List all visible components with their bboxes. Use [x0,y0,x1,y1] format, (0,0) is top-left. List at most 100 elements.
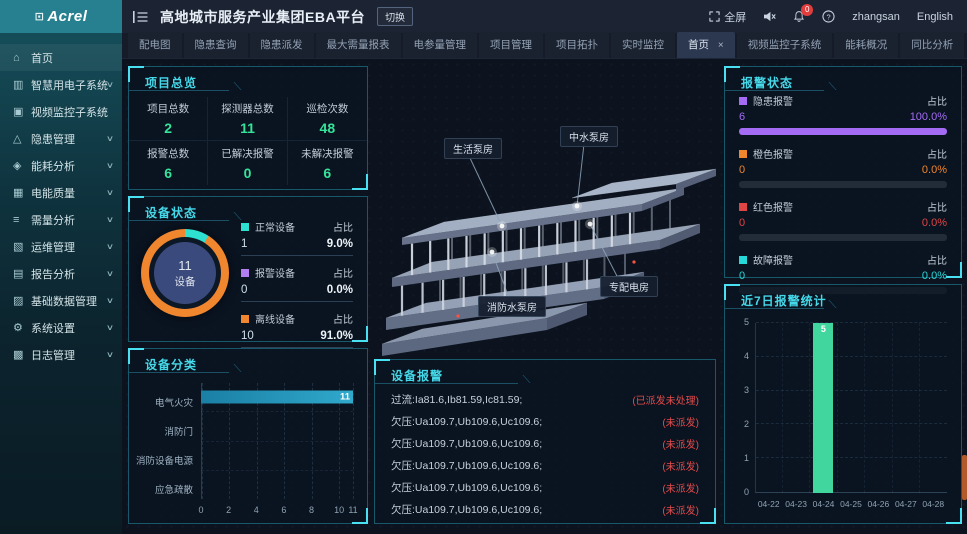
alarm-row[interactable]: 欠压:Ua109.7,Ub109.6,Uc109.6; (未派发) [391,454,699,476]
switch-project-button[interactable]: 切换 [377,7,414,26]
x-tick: 4 [253,505,259,515]
y-tick: 1 [743,453,749,463]
user-menu[interactable]: zhangsan [852,10,900,23]
stat-label: 项目总数 [147,103,190,115]
database-icon: ▨ [13,295,24,307]
panel-alarm-week: 近7日报警统计 0 1 2 3 4 5 0 0 5 0 0 [724,284,962,524]
x-tick: 8 [309,505,315,515]
panel-header-line [129,220,229,221]
legend-percent: 91.0% [320,330,353,342]
legend-swatch [739,255,747,264]
chevron-down-icon: ∨ [105,188,115,197]
alarm-row[interactable]: 欠压:Ua109.7,Ub109.6,Uc109.6; (未派发) [391,476,699,498]
tab-project-mgmt[interactable]: 项目管理 [479,32,543,58]
alarm-status-row-0: 隐患报警 占比 6 100.0% [739,93,947,135]
panel-title: 报警状态 [741,76,794,90]
alarm-row[interactable]: 欠压:Ua109.7,Ub109.6,Uc109.6; (未派发) [391,498,699,520]
alarm-type-label: 红色报警 [753,203,793,214]
sidebar-item-demand-analysis[interactable]: ≡ 需量分析 ∨ [0,206,122,233]
sidebar-item-ops-mgmt[interactable]: ▧ 运维管理 ∨ [0,233,122,260]
sidebar-item-report-analysis[interactable]: ▤ 报告分析 ∨ [0,260,122,287]
room-marker-reclaimed-water-pump[interactable]: 中水泵房 [560,126,618,147]
tab-distribution-map[interactable]: 配电图 [128,32,182,58]
tab-hazard-query[interactable]: 隐患查询 [183,32,248,58]
alarm-status: (未派发) [662,505,699,517]
sidebar-item-home[interactable]: ⌂ 首页 [0,44,122,71]
tab-yoy-analysis[interactable]: 同比分析 [900,32,965,58]
tab-label: 视频监控子系统 [747,39,822,51]
top-header: 高地城市服务产业集团EBA平台 切换 全屏 0 [122,0,967,33]
fullscreen-button[interactable]: 全屏 [709,9,746,25]
legend-swatch [739,149,747,158]
sidebar-item-label: 电能质量 [31,187,75,200]
alarm-text: 欠压:Ua109.7,Ub109.6,Uc109.6; [391,503,543,516]
ratio-label: 占比 [333,315,353,326]
room-marker-life-pump[interactable]: 生活泵房 [444,138,502,159]
alarm-type-label: 故障报警 [753,256,793,267]
bar-row: 0 [201,442,353,471]
panel-title: 设备状态 [145,206,198,220]
room-marker-power-distribution[interactable]: 专配电房 [600,276,658,297]
room-marker-fire-pump[interactable]: 消防水泵房 [478,296,546,317]
chevron-down-icon: ∨ [105,215,115,224]
tab-eparam-mgmt[interactable]: 电参量管理 [402,32,477,58]
sidebar-item-smart-power[interactable]: ▥ 智慧用电子系统 ∨ [0,71,122,98]
power-quality-icon: ▦ [13,187,24,199]
sidebar-item-energy-analysis[interactable]: ◈ 能耗分析 ∨ [0,152,122,179]
sidebar-item-hazard-mgmt[interactable]: △ 隐患管理 ∨ [0,125,122,152]
sidebar-item-power-quality[interactable]: ▦ 电能质量 ∨ [0,179,122,206]
fullscreen-icon [709,11,720,22]
panel-device-category: 设备分类 电气火灾 消防门 消防设备电源 应急疏散 11 0 0 0 0 [128,348,368,524]
warning-triangle-icon: △ [13,133,22,145]
mute-button[interactable] [763,11,776,22]
tab-max-demand-report[interactable]: 最大需量报表 [315,32,401,58]
panel-device-status: 设备状态 11 设备 正常设备 占比 1 9.0% 报警设备 占比 0 0.0% [128,196,368,348]
tab-label: 能耗概况 [845,39,888,51]
close-icon[interactable]: × [717,40,724,51]
alarm-row[interactable]: 过流:Ia81.6,Ib81.59,Ic81.59; (已派发未处理) [391,388,699,410]
alarm-text: 欠压:Ua109.7,Ub109.6,Uc109.6; [391,415,543,428]
building-3d-graphic [381,143,717,356]
tab-video-subsystem[interactable]: 视频监控子系统 [736,32,833,58]
panel-alarm-status: 报警状态 隐患报警 占比 6 100.0% 橙色报警 占比 0 0.0% 红色报警 占比 … [724,66,962,294]
notifications-button[interactable]: 0 [793,4,814,23]
gear-icon: ⚙ [13,322,23,334]
tab-energy-overview[interactable]: 能耗概况 [834,32,899,58]
legend-swatch [739,96,747,105]
sidebar-item-log-mgmt[interactable]: ▩ 日志管理 ∨ [0,341,122,368]
sidebar-item-label: 需量分析 [31,214,75,227]
tab-home[interactable]: 首页 × [677,32,735,58]
panel-header-line [129,372,229,373]
tab-hazard-dispatch[interactable]: 隐患派发 [249,32,314,58]
tab-label: 隐患派发 [260,39,303,51]
collapse-sidebar-icon[interactable] [132,10,148,24]
alarm-status: (未派发) [662,417,699,429]
alarm-count: 6 [739,111,746,123]
legend-row-normal: 正常设备 占比 1 9.0% [241,219,353,256]
stat-value: 6 [323,164,332,181]
chevron-down-icon: ∨ [105,269,115,278]
sidebar-item-video-monitor[interactable]: ▣ 视频监控子系统 [0,98,122,125]
ratio-label: 占比 [927,256,947,267]
alarm-count: 0 [739,164,746,176]
tab-project-topology[interactable]: 项目拓扑 [545,32,609,58]
x-tick: 04-28 [922,499,945,509]
sidebar-item-label: 首页 [31,52,53,65]
language-switch[interactable]: English [916,10,953,23]
tab-realtime-monitor[interactable]: 实时监控 [611,32,675,58]
header-actions: 全屏 0 ? zhangsan [709,4,953,25]
chevron-down-icon: ∨ [105,242,115,251]
category-x-axis: 0 2 4 6 8 10 11 [198,505,357,517]
help-button[interactable]: ? [822,10,835,23]
alarm-row[interactable]: 欠压:Ua109.7,Ub109.6,Uc109.6; (未派发) [391,410,699,432]
scrollbar-thumb[interactable] [962,455,967,500]
legend-swatch [739,202,747,211]
bar-slot: 5 [809,323,837,493]
week-chart: 0 1 2 3 4 5 0 0 5 0 0 0 0 [744,317,947,497]
alarm-row[interactable]: 欠压:Ua109.7,Ub109.6,Uc109.6; (未派发) [391,432,699,454]
sidebar-item-base-data[interactable]: ▨ 基础数据管理 ∨ [0,287,122,314]
panel-title: 项目总览 [145,76,198,90]
legend-row-alarm: 报警设备 占比 0 0.0% [241,265,353,302]
sidebar-item-system-settings[interactable]: ⚙ 系统设置 ∨ [0,314,122,341]
alarm-percent: 0.0% [921,164,947,176]
